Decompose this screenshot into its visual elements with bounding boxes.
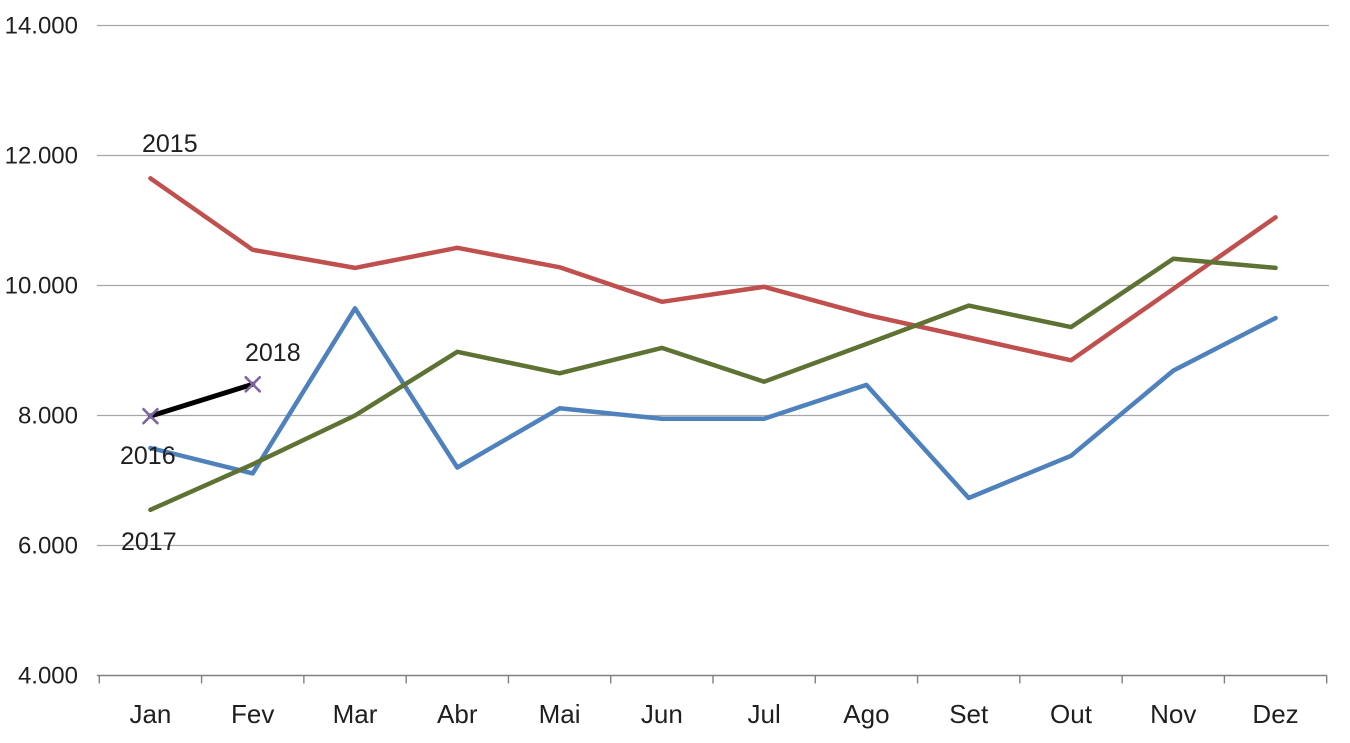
series-line-2016 — [148, 306, 1278, 501]
x-axis-category-label: Jul — [748, 699, 781, 729]
series-line-2015 — [148, 176, 1278, 363]
x-marker-2018-Fev — [244, 375, 262, 393]
series-label-2017: 2017 — [121, 528, 177, 556]
x-axis-category-label: Ago — [843, 699, 889, 729]
series-label-2015: 2015 — [142, 130, 198, 158]
series-line-2017 — [148, 256, 1278, 513]
y-axis-tick-label: 8.000 — [18, 403, 78, 430]
y-axis-tick-label: 14.000 — [5, 13, 78, 40]
y-axis-tick-label: 4.000 — [18, 663, 78, 690]
y-axis-tick-label: 6.000 — [18, 533, 78, 560]
x-axis-category-label: Set — [949, 699, 989, 729]
x-axis-category-label: Abr — [437, 699, 478, 729]
series-line-2018 — [147, 381, 256, 419]
x-marker-2018-Jan — [142, 407, 159, 425]
x-axis-category-label: Fev — [231, 699, 274, 729]
y-axis-tick-label: 12.000 — [5, 143, 78, 170]
x-axis-category-label: Mar — [333, 699, 378, 729]
series-label-2016: 2016 — [120, 442, 176, 470]
x-axis-category-label: Jan — [129, 699, 171, 729]
series-label-2018: 2018 — [245, 339, 301, 367]
x-axis-category-label: Nov — [1150, 699, 1196, 729]
x-axis-category-label: Dez — [1252, 699, 1298, 729]
x-axis-category-label: Jun — [641, 699, 683, 729]
y-axis-tick-label: 10.000 — [5, 273, 78, 300]
x-axis-category-label: Mai — [539, 699, 581, 729]
x-axis-category-label: Out — [1050, 699, 1093, 729]
